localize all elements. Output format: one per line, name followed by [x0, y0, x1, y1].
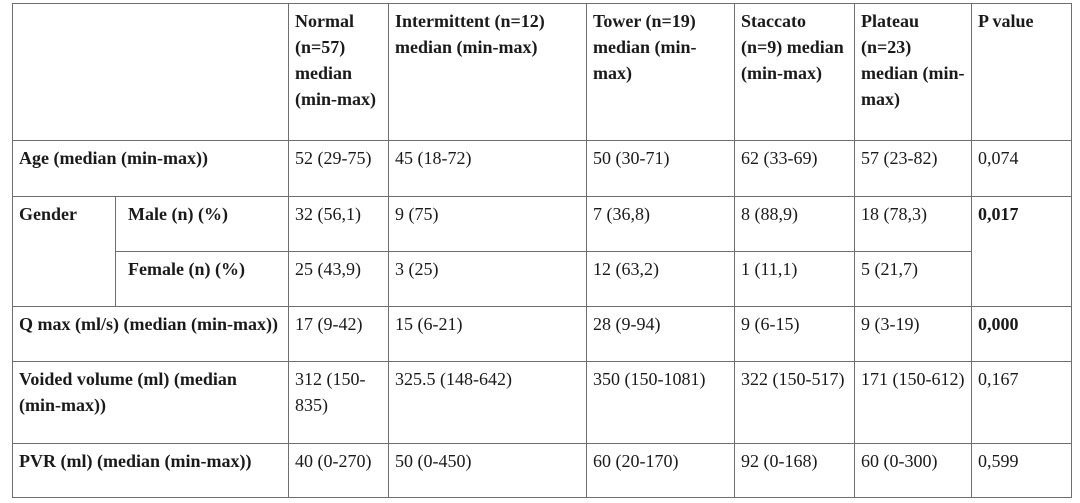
- results-table: Normal (n=57) median (min-max) Intermitt…: [12, 3, 1072, 498]
- cell-male-plateau: 18 (78,3): [854, 196, 972, 252]
- cell-female-normal: 25 (43,9): [288, 251, 389, 307]
- cell-age-tower: 50 (30-71): [586, 140, 735, 197]
- cell-pvr-staccato: 92 (0-168): [734, 443, 855, 498]
- row-label-female: Female (n) (%): [115, 251, 289, 307]
- cell-voided-tower: 350 (150-1081): [586, 361, 735, 444]
- header-staccato: Staccato (n=9) median (min-max): [734, 3, 855, 141]
- cell-age-plateau: 57 (23-82): [854, 140, 972, 197]
- header-p-value: P value: [971, 3, 1072, 141]
- table-row-qmax: Q max (ml/s) (median (min-max)) 17 (9-42…: [12, 306, 1072, 362]
- header-tower: Tower (n=19) median (min-max): [586, 3, 735, 141]
- cell-qmax-staccato: 9 (6-15): [734, 306, 855, 362]
- table-row-voided: Voided volume (ml) (median (min-max)) 31…: [12, 361, 1072, 444]
- cell-voided-p: 0,167: [971, 361, 1072, 444]
- table-row-gender-male: Gender Male (n) (%) 32 (56,1) 9 (75) 7 (…: [12, 196, 1072, 307]
- row-label-qmax: Q max (ml/s) (median (min-max)): [12, 306, 289, 362]
- table-row-age: Age (median (min-max)) 52 (29-75) 45 (18…: [12, 140, 1072, 197]
- cell-voided-normal: 312 (150-835): [288, 361, 389, 444]
- header-plateau: Plateau (n=23) median (min-max): [854, 3, 972, 141]
- cell-pvr-normal: 40 (0-270): [288, 443, 389, 498]
- row-label-age: Age (median (min-max)): [12, 140, 289, 197]
- cell-qmax-tower: 28 (9-94): [586, 306, 735, 362]
- row-label-voided: Voided volume (ml) (median (min-max)): [12, 361, 289, 444]
- cell-male-intermittent: 9 (75): [388, 196, 587, 252]
- cell-female-plateau: 5 (21,7): [854, 251, 972, 307]
- table-row-pvr: PVR (ml) (median (min-max)) 40 (0-270) 5…: [12, 443, 1072, 498]
- cell-voided-intermittent: 325.5 (148-642): [388, 361, 587, 444]
- cell-male-tower: 7 (36,8): [586, 196, 735, 252]
- cell-male-normal: 32 (56,1): [288, 196, 389, 252]
- cell-qmax-plateau: 9 (3-19): [854, 306, 972, 362]
- row-label-pvr: PVR (ml) (median (min-max)): [12, 443, 289, 498]
- cell-pvr-intermittent: 50 (0-450): [388, 443, 587, 498]
- cell-female-tower: 12 (63,2): [586, 251, 735, 307]
- cell-age-staccato: 62 (33-69): [734, 140, 855, 197]
- cell-age-normal: 52 (29-75): [288, 140, 389, 197]
- header-normal: Normal (n=57) median (min-max): [288, 3, 389, 141]
- cell-pvr-tower: 60 (20-170): [586, 443, 735, 498]
- cell-voided-staccato: 322 (150-517): [734, 361, 855, 444]
- header-row: Normal (n=57) median (min-max) Intermitt…: [12, 3, 1072, 141]
- header-empty-cell: [12, 3, 289, 141]
- cell-age-p: 0,074: [971, 140, 1072, 197]
- cell-age-intermittent: 45 (18-72): [388, 140, 587, 197]
- cell-qmax-p: 0,000: [971, 306, 1072, 362]
- row-label-male: Male (n) (%): [115, 196, 289, 252]
- cell-female-staccato: 1 (11,1): [734, 251, 855, 307]
- header-intermittent: Intermittent (n=12) median (min-max): [388, 3, 587, 141]
- row-label-gender: Gender: [12, 196, 116, 307]
- cell-qmax-intermittent: 15 (6-21): [388, 306, 587, 362]
- cell-pvr-plateau: 60 (0-300): [854, 443, 972, 498]
- cell-pvr-p: 0,599: [971, 443, 1072, 498]
- cell-male-staccato: 8 (88,9): [734, 196, 855, 252]
- table-row-gender-female: Female (n) (%) 25 (43,9) 3 (25) 12 (63,2…: [13, 251, 1072, 307]
- cell-gender-p: 0,017: [971, 196, 1072, 307]
- cell-qmax-normal: 17 (9-42): [288, 306, 389, 362]
- cell-female-intermittent: 3 (25): [388, 251, 587, 307]
- cell-voided-plateau: 171 (150-612): [854, 361, 972, 444]
